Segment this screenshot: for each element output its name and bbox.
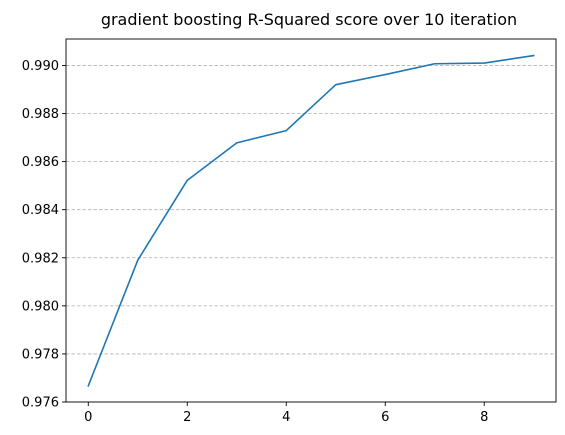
x-tick-label-4: 8 bbox=[480, 410, 488, 425]
y-tick-label-0: 0.976 bbox=[22, 396, 59, 411]
x-tick-label-2: 4 bbox=[282, 410, 290, 425]
grid-lines bbox=[66, 65, 556, 403]
y-tick-label-6: 0.988 bbox=[22, 107, 59, 122]
x-tick-label-3: 6 bbox=[381, 410, 389, 425]
y-tick-label-4: 0.984 bbox=[22, 203, 59, 218]
series-line-0 bbox=[87, 54, 535, 387]
y-tick-label-3: 0.982 bbox=[22, 251, 59, 266]
axes-frame bbox=[65, 38, 557, 403]
y-tick-label-7: 0.990 bbox=[22, 59, 59, 74]
x-tick-label-1: 2 bbox=[183, 410, 191, 425]
chart-title: gradient boosting R-Squared score over 1… bbox=[101, 10, 517, 29]
y-tick-label-5: 0.986 bbox=[22, 155, 59, 170]
y-tick-label-2: 0.980 bbox=[22, 299, 59, 314]
x-tick-label-0: 0 bbox=[84, 410, 92, 425]
y-tick-label-1: 0.978 bbox=[22, 347, 59, 362]
series-layer bbox=[87, 54, 535, 387]
ticks: 0 2 4 6 8 0.976 0.978 0.980 0.982 0.984 0.986 0.988… bbox=[22, 59, 489, 425]
axes bbox=[65, 38, 557, 403]
